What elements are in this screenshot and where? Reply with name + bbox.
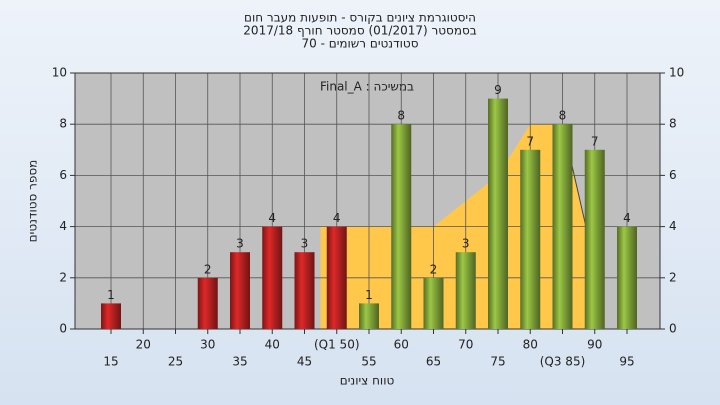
y2-tick-label: 0: [669, 322, 677, 336]
y-tick-label: 10: [52, 66, 67, 80]
x-tick-label: 90: [587, 338, 602, 352]
y2-tick-label: 2: [669, 270, 677, 284]
x-tick-label: 30: [200, 338, 215, 352]
data-label: 4: [623, 211, 631, 225]
y2-tick-label: 10: [669, 66, 684, 80]
bar: [230, 252, 250, 329]
y2-tick-label: 8: [669, 117, 677, 131]
y-tick-label: 2: [59, 270, 67, 284]
x-tick-label: 95: [619, 355, 634, 369]
bar: [359, 303, 379, 329]
data-label: 1: [365, 288, 373, 302]
x-tick-label: 55: [361, 355, 376, 369]
x-axis-label: טווח ציונים: [340, 374, 395, 388]
annotation: Final_A : במשיכה: [320, 80, 414, 94]
x-tick-label: 45: [297, 355, 312, 369]
x-tick-label: 35: [232, 355, 247, 369]
y-tick-label: 0: [59, 322, 67, 336]
bar: [101, 303, 121, 329]
data-label: 4: [333, 211, 341, 225]
x-tick-label: 40: [265, 338, 280, 352]
y2-tick-label: 6: [669, 168, 677, 182]
x-tick-label: 25: [168, 355, 183, 369]
y-tick-label: 4: [59, 219, 67, 233]
bar: [584, 149, 605, 329]
x-tick-label: 20: [136, 338, 151, 352]
bar: [326, 226, 347, 329]
y-tick-label: 8: [59, 117, 67, 131]
bar: [617, 226, 637, 329]
data-label: 3: [301, 237, 309, 251]
bar: [197, 277, 218, 329]
x-tick-label: (Q3 85): [540, 355, 586, 369]
bar: [455, 252, 476, 329]
data-label: 2: [204, 262, 212, 276]
data-label: 8: [397, 109, 405, 123]
data-label: 3: [462, 237, 470, 251]
bar: [488, 98, 508, 329]
data-label: 3: [236, 237, 244, 251]
data-label: 7: [591, 134, 599, 148]
title-line: בסמסטר (01/2017) סמסטר חורף 2017/18: [243, 24, 476, 38]
data-label: 8: [559, 109, 567, 123]
data-label: 4: [268, 211, 276, 225]
y-tick-label: 6: [59, 168, 67, 182]
y-axis-label: מספר סטודנטים: [26, 160, 40, 243]
bar: [262, 226, 283, 329]
bar: [423, 277, 444, 329]
y2-tick-label: 4: [669, 219, 677, 233]
bar: [294, 252, 315, 329]
data-label: 9: [494, 83, 502, 97]
bar: [520, 149, 541, 329]
title-line: היסטוגרמת ציונים בקורס - תופעות מעבר חום: [244, 11, 476, 25]
x-tick-label: 60: [394, 338, 409, 352]
bar: [391, 124, 412, 329]
bar: [552, 124, 573, 329]
x-tick-label: (Q1 50): [314, 338, 360, 352]
x-tick-label: 80: [523, 338, 538, 352]
data-label: 1: [107, 288, 115, 302]
title-line: סטודנטים רשומים - 70: [301, 37, 418, 51]
x-tick-label: 65: [426, 355, 441, 369]
x-tick-label: 75: [490, 355, 505, 369]
data-label: 2: [430, 262, 438, 276]
x-tick-label: 15: [103, 355, 118, 369]
x-tick-label: 70: [458, 338, 473, 352]
data-label: 7: [526, 134, 534, 148]
